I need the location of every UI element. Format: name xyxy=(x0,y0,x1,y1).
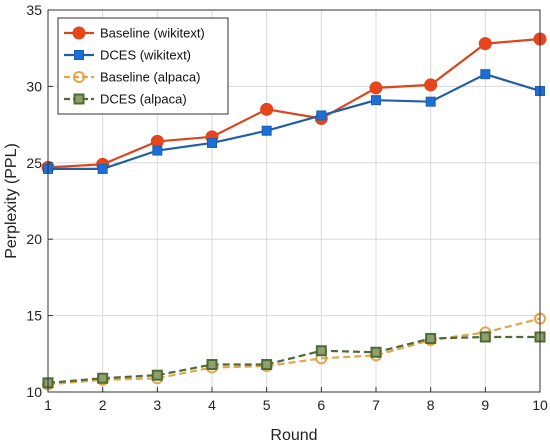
legend-label: DCES (alpaca) xyxy=(100,92,187,107)
x-tick-label: 1 xyxy=(44,397,52,413)
legend-swatch-marker xyxy=(72,26,86,40)
x-tick-label: 5 xyxy=(263,397,271,413)
data-point xyxy=(97,163,108,174)
series-line xyxy=(48,72,541,171)
data-point xyxy=(261,125,272,136)
legend-label: DCES (wikitext) xyxy=(100,48,191,63)
legend-entry: Baseline (wikitext) xyxy=(64,26,205,41)
data-point xyxy=(260,102,274,116)
data-point xyxy=(151,369,163,381)
data-point xyxy=(207,137,217,148)
data-point xyxy=(152,145,163,156)
y-tick-label: 25 xyxy=(26,155,42,171)
data-point xyxy=(315,345,327,357)
x-tick-label: 2 xyxy=(99,397,107,413)
series-line xyxy=(47,335,540,384)
x-tick-label: 10 xyxy=(532,397,548,413)
legend-label: Baseline (alpaca) xyxy=(100,70,200,85)
data-point xyxy=(371,95,381,106)
legend-entry: DCES (wikitext) xyxy=(64,48,191,63)
x-tick-label: 3 xyxy=(153,397,161,413)
data-point xyxy=(261,358,273,370)
x-tick-label: 4 xyxy=(208,397,216,413)
data-point xyxy=(206,358,218,370)
tick-labels: 1 2 3 4 5 6 7 8 9 10 10 15 20 25 30 35 xyxy=(26,2,548,413)
legend-label: Baseline (wikitext) xyxy=(100,26,205,41)
y-tick-label: 35 xyxy=(26,2,42,18)
y-tick-label: 15 xyxy=(26,308,42,324)
data-point xyxy=(316,110,327,121)
x-tick-label: 7 xyxy=(372,397,380,413)
series-line xyxy=(47,37,541,169)
data-point xyxy=(480,69,491,80)
legend-swatch-marker xyxy=(74,50,84,60)
series-line xyxy=(47,317,541,386)
legend-swatch-marker xyxy=(73,93,85,105)
data-point xyxy=(479,331,491,343)
data-point xyxy=(425,333,437,345)
x-tick-label: 8 xyxy=(427,397,435,413)
y-tick-label: 30 xyxy=(26,78,42,94)
y-tick-label: 20 xyxy=(26,231,42,247)
legend: Baseline (wikitext) DCES (wikitext) Baseli… xyxy=(57,17,229,115)
y-axis-label: Perplexity (PPL) xyxy=(3,143,20,259)
x-tick-label: 6 xyxy=(317,397,325,413)
data-point xyxy=(369,81,383,95)
data-point xyxy=(424,78,438,92)
data-point xyxy=(478,37,492,51)
plot-frame xyxy=(47,9,541,393)
x-tick-label: 9 xyxy=(481,397,489,413)
data-point xyxy=(370,346,382,358)
series-layer xyxy=(41,32,547,391)
data-point xyxy=(97,372,109,384)
legend-entry: DCES (alpaca) xyxy=(64,92,187,107)
data-point xyxy=(425,96,436,107)
x-axis-label: Round xyxy=(270,427,317,444)
y-tick-label: 10 xyxy=(26,384,42,400)
legend-swatch-marker xyxy=(73,71,85,83)
legend-entry: Baseline (alpaca) xyxy=(64,70,200,85)
